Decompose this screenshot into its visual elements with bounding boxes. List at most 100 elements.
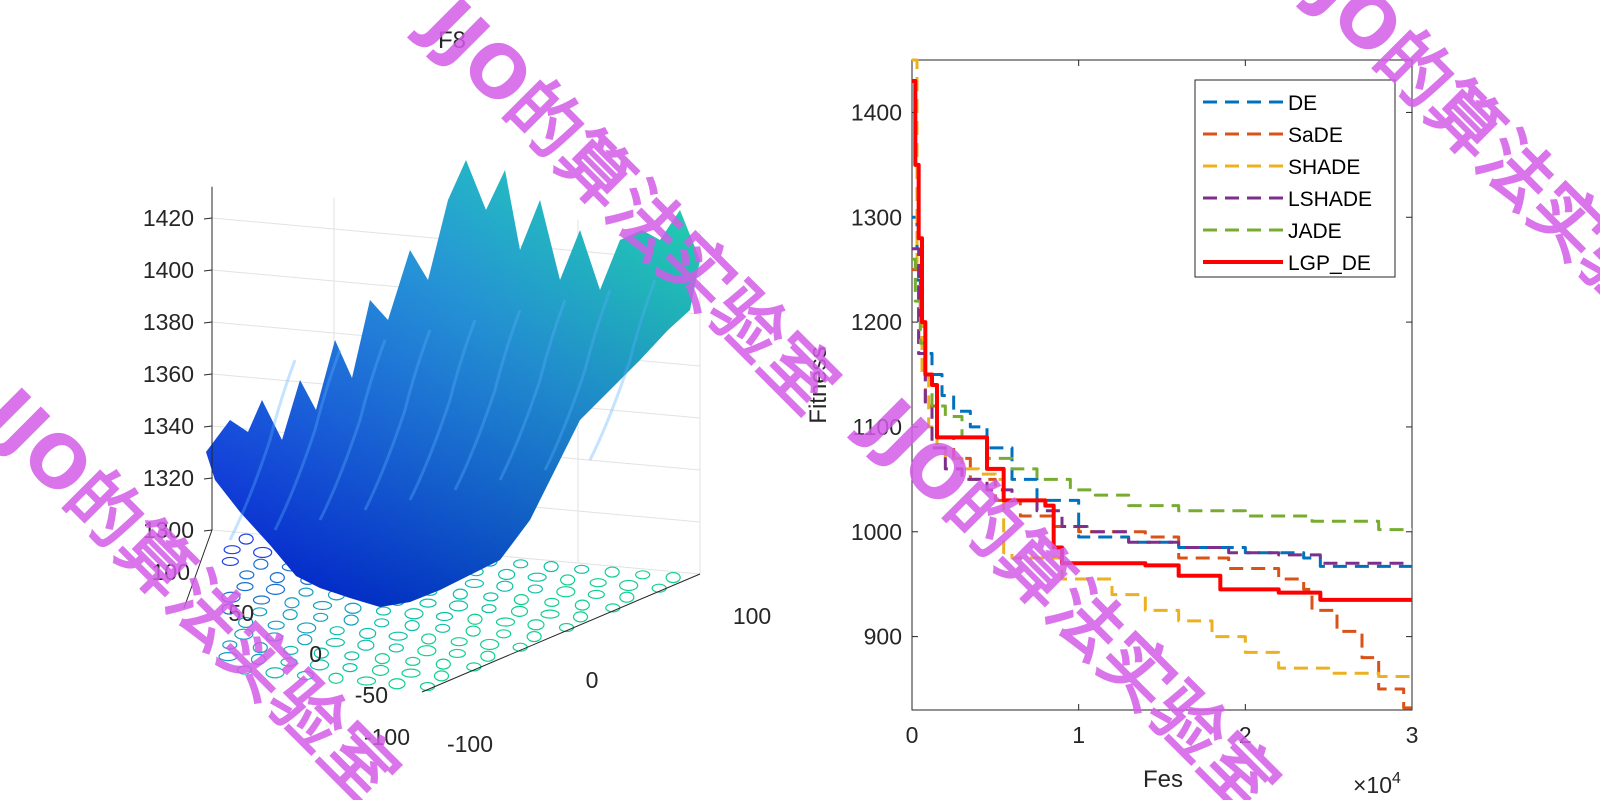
x-tick-label: 2 (1239, 722, 1252, 748)
surface-title: F8 (438, 27, 466, 54)
contour-line (356, 676, 377, 686)
contour-line (239, 570, 255, 580)
z-tick-mark (203, 425, 213, 428)
series-line-shade (912, 58, 1414, 679)
surface-ridge (588, 279, 657, 461)
contour-line (495, 617, 516, 627)
y-tick-label: 1400 (851, 99, 902, 125)
y-tick-label: 50 (228, 600, 254, 626)
z-tick-label: 1380 (143, 309, 194, 335)
contour-line (483, 592, 499, 602)
contour-line (218, 652, 238, 662)
contour-line (450, 637, 468, 647)
contour-line (404, 619, 420, 632)
z-tick-mark (203, 269, 213, 272)
legend-label: JADE (1288, 220, 1342, 243)
contour-line (328, 672, 344, 684)
contour-line (238, 533, 254, 545)
y-tick-label: 1200 (851, 309, 902, 335)
axis-ticks: 0 1 2 3 900 1000 1100 1200 1300 1400 (851, 60, 1419, 748)
z-tick-label: 1400 (143, 257, 194, 283)
contour-line (343, 614, 359, 626)
x-exponent-label: ×104 (1353, 770, 1401, 798)
contour-line (265, 667, 285, 679)
z-tick-mark (203, 477, 213, 480)
series-line-lgp-de (912, 78, 1412, 602)
contour-line (435, 611, 454, 622)
contour-line (464, 578, 484, 589)
contour-line (510, 605, 529, 617)
contour-line (267, 620, 285, 630)
contour-line (543, 560, 559, 573)
contour-line (344, 651, 360, 661)
legend-label: DE (1288, 92, 1317, 115)
contour-line (252, 642, 268, 654)
legend-label: LSHADE (1288, 188, 1372, 211)
x-exponent-power: 4 (1392, 770, 1401, 787)
contour-line (417, 645, 437, 657)
x-tick-label: -100 (447, 731, 493, 757)
contour-line (513, 559, 529, 569)
contour-line (435, 623, 451, 633)
contour-line (374, 618, 390, 628)
contour-line (480, 650, 496, 662)
contour-line (419, 598, 437, 608)
surface-ridge (543, 289, 612, 471)
z-tick-label: 1300 (143, 517, 194, 543)
contour-line (371, 664, 390, 676)
contour-line (309, 659, 330, 671)
legend-label: SHADE (1288, 156, 1360, 179)
legend-label: LGP_DE (1288, 252, 1371, 275)
contour-line (421, 633, 437, 645)
contour-line (296, 670, 315, 681)
contour-line (344, 602, 362, 614)
contour-line (313, 612, 329, 622)
surface-ridge (498, 299, 567, 481)
legend: DE SaDE SHADE LSHADE JADE LGP_DE (1194, 79, 1396, 278)
surface-ridge (318, 339, 387, 521)
contour-line (388, 643, 404, 653)
y-tick-label: 1300 (851, 204, 902, 230)
contour-line (540, 609, 560, 619)
contour-line (665, 571, 681, 584)
contour-line (269, 572, 285, 584)
z-tick-label: 1360 (143, 361, 194, 387)
contour-line (250, 653, 267, 665)
x-tick-label: 0 (586, 667, 599, 693)
surface-axes: 1300 1320 1340 1360 1380 1400 1420 100 50 0 -50 -10… (143, 186, 771, 757)
contour-line (401, 668, 421, 678)
contour-line (544, 597, 560, 607)
z-tick-mark (203, 217, 213, 220)
contour-line (405, 656, 421, 666)
contour-line (589, 578, 607, 588)
contour-line (388, 631, 408, 641)
x-tick-label: 3 (1406, 722, 1419, 748)
x-tick-label: 100 (733, 603, 771, 629)
z-tick-label: 1320 (143, 465, 194, 491)
contour-line (252, 595, 271, 605)
y-tick-label: 100 (152, 559, 190, 585)
surface-ridge (273, 349, 342, 531)
contour-line (496, 629, 512, 639)
contour-line (284, 597, 300, 609)
legend-label: SaDE (1288, 124, 1343, 147)
surface-mesh (206, 160, 700, 607)
contour-line (265, 583, 286, 595)
contour-line (329, 626, 345, 636)
contour-line (574, 599, 590, 611)
contour-line (388, 678, 406, 690)
contour-line (282, 608, 298, 621)
contour-line (604, 566, 620, 578)
y-tick-label: -50 (355, 682, 388, 708)
contour-line (619, 591, 635, 603)
contour-line (342, 663, 358, 673)
contour-line (404, 608, 424, 620)
contour-line (357, 639, 375, 651)
x-axis-line (421, 573, 701, 693)
y-tick-label: 1000 (851, 519, 902, 545)
contour-line (496, 580, 514, 592)
contour-line (265, 632, 283, 642)
surface-plot: 1300 1320 1340 1360 1380 1400 1420 100 50 0 -50 -10… (143, 27, 771, 757)
